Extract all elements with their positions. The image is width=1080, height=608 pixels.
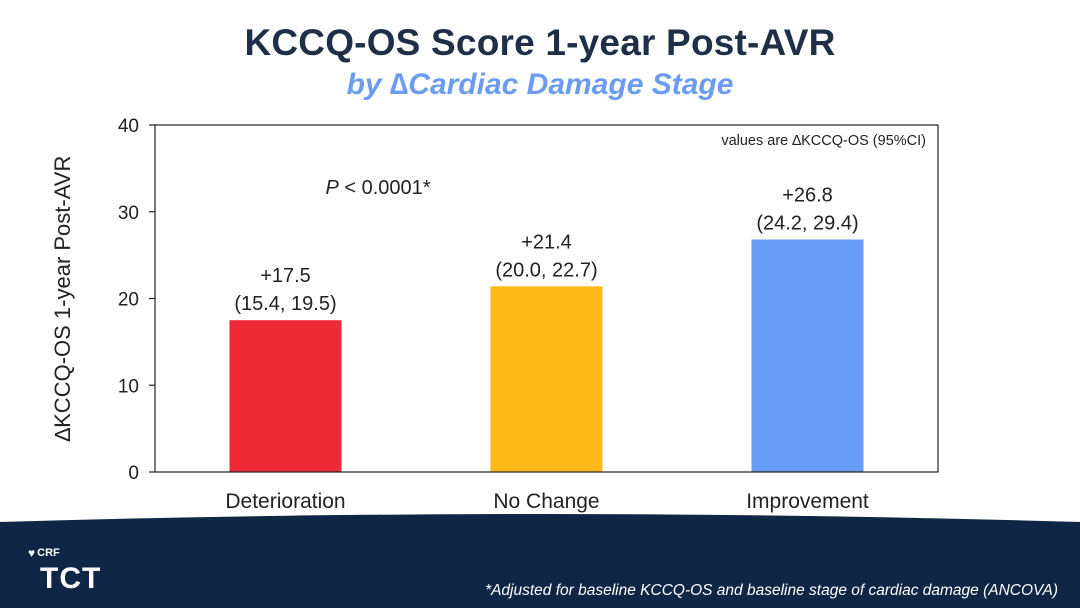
- y-tick-label: 10: [118, 376, 139, 397]
- bar-ci-label: (20.0, 22.7): [495, 259, 597, 281]
- bar: [229, 320, 342, 472]
- heart-icon: ♥: [28, 546, 36, 560]
- bar: [490, 286, 603, 472]
- chart-subtitle: by ∆Cardiac Damage Stage: [346, 68, 734, 101]
- tct-logo: TCT: [40, 562, 102, 595]
- y-tick-label: 40: [118, 116, 139, 137]
- x-tick-label: No Change: [493, 490, 599, 513]
- bar-value-label: +17.5: [260, 265, 311, 287]
- p-value-text: < 0.0001*: [339, 177, 431, 199]
- footer-band: [0, 522, 1080, 608]
- y-axis-label: ∆KCCQ-OS 1-year Post-AVR: [50, 156, 75, 442]
- p-value-annotation: P < 0.0001*: [325, 177, 430, 199]
- bar-ci-label: (24.2, 29.4): [756, 213, 858, 235]
- p-value-symbol: P: [325, 177, 339, 199]
- crf-logo: ♥ CRF: [28, 546, 60, 560]
- bar-ci-label: (15.4, 19.5): [234, 293, 336, 315]
- y-tick-label: 30: [118, 203, 139, 224]
- chart-note: values are ∆KCCQ-OS (95%CI): [721, 133, 926, 149]
- x-tick-label: Deterioration: [225, 490, 345, 513]
- crf-logo-text: CRF: [37, 547, 60, 559]
- x-tick-label: Improvement: [746, 490, 869, 513]
- y-tick-label: 0: [128, 463, 139, 484]
- bar-value-label: +21.4: [521, 231, 572, 253]
- footnote: *Adjusted for baseline KCCQ-OS and basel…: [485, 582, 1058, 599]
- y-tick-label: 20: [118, 290, 139, 311]
- bar-value-label: +26.8: [782, 185, 833, 207]
- bar: [751, 239, 864, 472]
- chart-title: KCCQ-OS Score 1-year Post-AVR: [244, 22, 836, 63]
